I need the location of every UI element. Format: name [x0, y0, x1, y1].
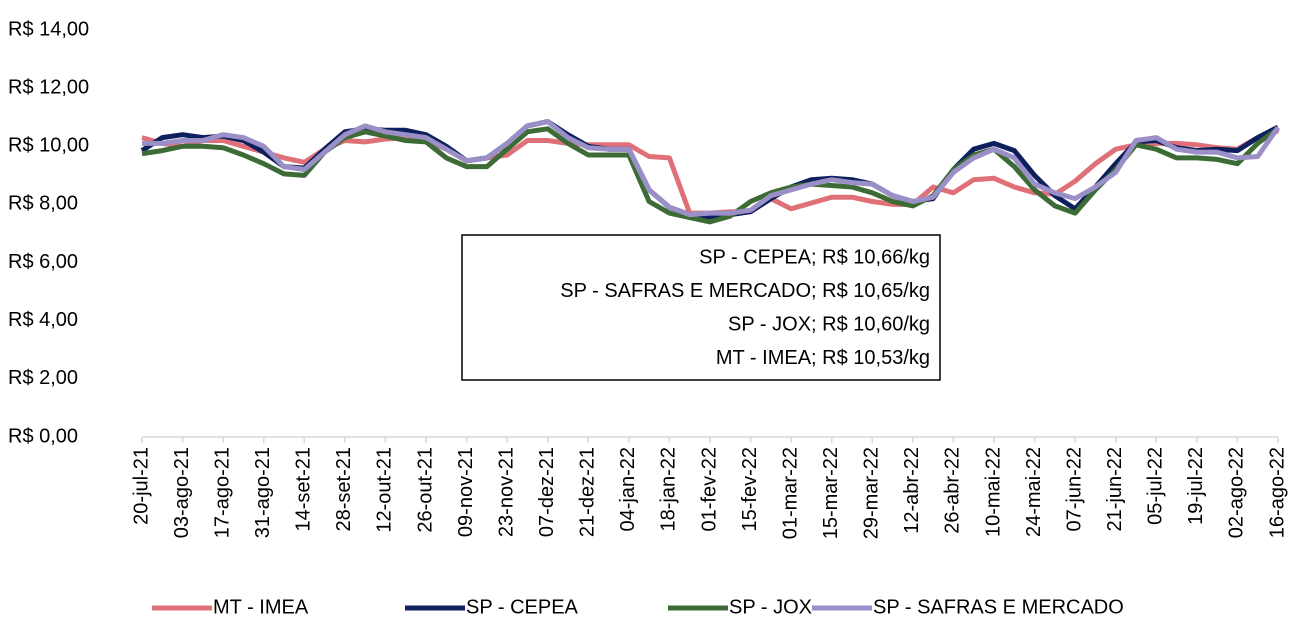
x-tick-label: 03-ago-21: [171, 447, 193, 538]
x-tick-label: 10-mai-22: [982, 447, 1004, 537]
x-tick-label: 12-out-21: [374, 447, 396, 533]
y-tick-label: R$ 4,00: [8, 309, 78, 331]
y-tick-label: R$ 2,00: [8, 367, 78, 389]
x-tick-label: 17-ago-21: [211, 447, 233, 538]
x-tick-label: 21-jun-22: [1104, 447, 1126, 532]
x-tick-label: 19-jul-22: [1185, 447, 1207, 525]
y-tick-label: R$ 8,00: [8, 193, 78, 215]
x-tick-label: 16-ago-22: [1266, 447, 1288, 538]
x-tick-label: 14-set-21: [293, 447, 315, 532]
annotation: SP - CEPEA; R$ 10,66/kg: [699, 246, 930, 268]
legend-label: MT - IMEA: [213, 596, 309, 618]
y-tick-label: R$ 6,00: [8, 251, 78, 273]
annotation-box: [461, 234, 941, 381]
y-tick-label: R$ 12,00: [8, 76, 89, 98]
legend-label: SP - SAFRAS E MERCADO: [873, 596, 1124, 618]
y-tick-label: R$ 10,00: [8, 135, 89, 157]
x-tick-label: 26-abr-22: [942, 447, 964, 534]
x-tick-label: 26-out-21: [414, 447, 436, 533]
x-tick-label: 24-mai-22: [1023, 447, 1045, 537]
x-tick-label: 02-ago-22: [1226, 447, 1248, 538]
x-tick-label: 15-mar-22: [820, 447, 842, 539]
x-tick-label: 18-jan-22: [658, 447, 680, 532]
x-tick-label: 07-dez-21: [536, 447, 558, 537]
x-tick-label: 07-jun-22: [1063, 447, 1085, 532]
x-tick-label: 28-set-21: [333, 447, 355, 532]
annotation: SP - JOX; R$ 10,60/kg: [728, 313, 930, 335]
x-tick-label: 20-jul-21: [130, 447, 152, 525]
x-tick-label: 04-jan-22: [617, 447, 639, 532]
series-line: [142, 119, 1281, 218]
x-tick-label: 21-dez-21: [577, 447, 599, 537]
x-tick-label: 23-nov-21: [495, 447, 517, 537]
annotation: SP - SAFRAS E MERCADO; R$ 10,65/kg: [560, 280, 930, 302]
x-tick-label: 12-abr-22: [901, 447, 923, 534]
y-tick-label: R$ 14,00: [8, 18, 89, 40]
y-tick-label: R$ 0,00: [8, 425, 78, 447]
legend-label: SP - CEPEA: [466, 596, 579, 618]
x-tick-label: 15-fev-22: [739, 447, 761, 532]
annotation: MT - IMEA; R$ 10,53/kg: [716, 347, 930, 369]
x-tick-label: 29-mar-22: [861, 447, 883, 539]
x-tick-label: 09-nov-21: [455, 447, 477, 537]
x-tick-label: 31-ago-21: [252, 447, 274, 538]
x-tick-label: 05-jul-22: [1145, 447, 1167, 525]
x-tick-label: 01-fev-22: [698, 447, 720, 532]
legend-label: SP - JOX: [729, 596, 812, 618]
x-tick-label: 01-mar-22: [779, 447, 801, 539]
